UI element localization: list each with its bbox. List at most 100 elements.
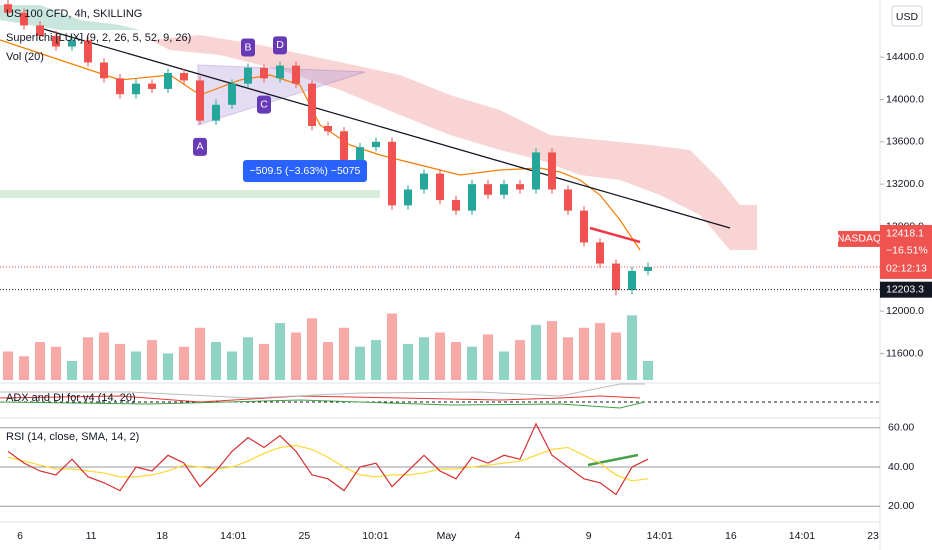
volume-bar (451, 342, 461, 380)
ichimoku-cloud (0, 5, 140, 30)
volume-bar (3, 351, 13, 380)
chart-title: US 100 CFD, 4h, SKILLING (6, 8, 142, 20)
volume-bar (275, 323, 285, 380)
volume-bar (147, 340, 157, 380)
volume-bar (179, 346, 189, 380)
candle-body (468, 184, 476, 211)
candle-body (404, 189, 412, 206)
y-tick-label: 12000.0 (886, 305, 924, 317)
volume-bar (131, 351, 141, 380)
candle-body (164, 73, 172, 89)
adx-line (0, 383, 645, 399)
y-tick-label: 20.00 (888, 500, 914, 512)
zone (0, 190, 380, 198)
x-tick-label: 10:01 (362, 530, 388, 542)
currency-badge[interactable] (891, 5, 923, 27)
volume-bar (339, 327, 349, 380)
indicator-label: SuperIchi [LUX] (9, 2, 26, 5, 52, 9, 26) (6, 32, 191, 44)
volume-bar (35, 342, 45, 380)
measure-box (243, 160, 367, 182)
volume-bar (403, 343, 413, 380)
pattern-label: C (260, 98, 268, 110)
x-tick-label: 11 (86, 530, 97, 542)
candle-body (148, 83, 156, 89)
change: −16.51% (886, 245, 928, 257)
candle-body (580, 210, 588, 243)
volume-bar (227, 351, 237, 380)
candle-body (308, 83, 316, 126)
adx-line (0, 399, 646, 409)
candle-body (500, 184, 508, 195)
volume-bar (595, 323, 605, 380)
candle-body (436, 173, 444, 201)
volume-bar (211, 342, 221, 380)
candle-body (84, 40, 92, 63)
currency: USD (896, 11, 919, 23)
candle-body (180, 73, 188, 81)
rsi-sma-line (7, 444, 649, 482)
y-tick-label: 11600.0 (886, 347, 923, 359)
candle-body (644, 266, 652, 271)
candle-body (212, 104, 220, 121)
pattern-badge (193, 137, 207, 156)
candle-body (532, 152, 540, 190)
x-tick-label: 14:01 (220, 530, 246, 542)
volume-bar (643, 361, 653, 380)
volume-bar (515, 340, 525, 380)
volume-bar (611, 332, 621, 380)
candle-body (228, 83, 236, 105)
candle-body (36, 25, 44, 36)
y-tick-label: 60.00 (888, 422, 914, 434)
candle-body (196, 80, 204, 121)
low-badge (880, 281, 932, 298)
volume-bar (195, 327, 205, 380)
x-tick-label: 16 (725, 530, 737, 542)
candle-body (100, 62, 108, 79)
candle-body (244, 67, 252, 84)
candle-body (564, 189, 572, 211)
volume-bar (387, 313, 397, 380)
volume-bar (99, 332, 109, 380)
volume-bar (563, 337, 573, 380)
candle-body (628, 270, 636, 291)
candle-body (516, 184, 524, 190)
volume-bar (531, 324, 541, 380)
pattern-label: B (244, 41, 251, 53)
candle-body (596, 242, 604, 264)
y-tick-label: 40.00 (888, 461, 914, 473)
x-tick-label: 9 (586, 530, 592, 542)
y-tick-label: 14000.0 (886, 93, 924, 105)
x-tick-label: May (437, 530, 458, 542)
x-tick-label: 14:01 (789, 530, 815, 542)
volume-bar (115, 343, 125, 380)
volume-bar (83, 337, 93, 380)
candle-body (388, 141, 396, 206)
plot (3, 0, 653, 380)
candle-body (372, 141, 380, 148)
candle-body (356, 147, 364, 169)
x-tick-label: 18 (156, 530, 168, 542)
candle-body (612, 263, 620, 291)
volume-bar (323, 342, 333, 380)
x-tick-label: 25 (298, 530, 310, 542)
trendline (39, 27, 731, 229)
candle-body (20, 12, 28, 26)
volume-bar (547, 321, 557, 380)
candle-body (324, 125, 332, 132)
indicator-label: RSI (14, close, SMA, 14, 2) (6, 431, 139, 443)
volume-bar (163, 353, 173, 380)
pattern-badge (257, 95, 271, 114)
x-tick-label: 23 (867, 530, 879, 542)
candle-body (548, 152, 556, 190)
volume-bar (19, 356, 29, 380)
baseline (0, 39, 641, 251)
pattern-label: A (196, 141, 203, 153)
adx-line (0, 395, 641, 403)
candle-body (484, 184, 492, 195)
candle-body (276, 65, 284, 79)
last-price: 12418.1 (886, 228, 924, 240)
low-price: 12203.3 (886, 283, 924, 295)
volume-bar (291, 332, 301, 380)
